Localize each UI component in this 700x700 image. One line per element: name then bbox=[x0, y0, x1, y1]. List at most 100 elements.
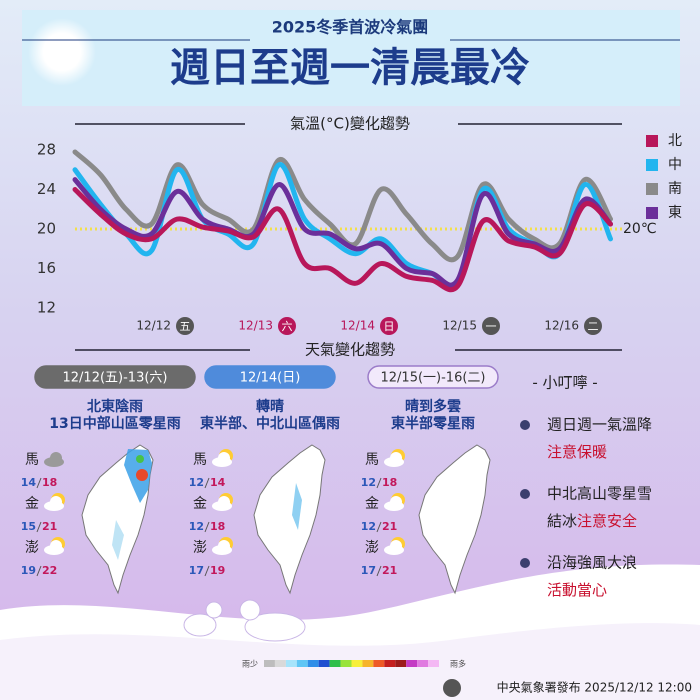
station-high: 19 bbox=[210, 564, 225, 577]
station-low: 15 bbox=[21, 520, 36, 533]
summary-line: 晴到多雲 bbox=[405, 398, 461, 415]
station-name: 馬 bbox=[193, 452, 207, 468]
summary-line: 北東陰雨 bbox=[87, 398, 143, 415]
taiwan-map bbox=[418, 444, 491, 595]
summary-line: 轉晴 bbox=[256, 398, 284, 415]
weather-icon-cloud bbox=[384, 540, 404, 555]
legend-swatch bbox=[646, 183, 658, 195]
tip-bullet bbox=[520, 420, 530, 430]
station-low: 12 bbox=[361, 476, 376, 489]
rain-scale-swatch bbox=[395, 660, 407, 667]
legend-label: 東 bbox=[668, 205, 682, 221]
summary-line: 13日中部山區零星雨 bbox=[49, 415, 180, 432]
weather-icon-cloud bbox=[44, 452, 64, 467]
rain-area bbox=[136, 455, 144, 463]
weekday-label: 日 bbox=[384, 320, 395, 333]
tip-note-line: 注意保暖 bbox=[547, 443, 607, 461]
tip-text: 沿海強風大浪 bbox=[547, 554, 637, 572]
tip-bullet bbox=[520, 558, 530, 568]
rain-scale-swatch bbox=[384, 660, 396, 667]
station-name: 澎 bbox=[365, 540, 379, 556]
taiwan-map bbox=[253, 444, 326, 595]
weather-icon-cloud bbox=[44, 496, 64, 511]
header-box bbox=[22, 10, 680, 106]
x-tick-label: 12/13 bbox=[238, 319, 273, 333]
slash bbox=[36, 477, 42, 489]
slash bbox=[204, 477, 210, 489]
station-name: 馬 bbox=[365, 452, 379, 468]
cloud-part bbox=[50, 452, 62, 464]
station-name: 澎 bbox=[193, 540, 207, 556]
legend-swatch bbox=[646, 135, 658, 147]
tip-bullet bbox=[520, 489, 530, 499]
legend-label: 中 bbox=[668, 157, 682, 173]
slash bbox=[204, 521, 210, 533]
x-tick-label: 12/16 bbox=[544, 319, 579, 333]
station-low: 17 bbox=[361, 564, 376, 577]
station-low: 19 bbox=[21, 564, 36, 577]
period-pill bbox=[34, 365, 196, 389]
tips-title: - 小叮嚀 - bbox=[532, 374, 597, 392]
station-low: 12 bbox=[189, 520, 204, 533]
rain-scale-swatch bbox=[318, 660, 330, 667]
tip-note-line: 活動當心 bbox=[547, 581, 607, 599]
rain-scale-swatch bbox=[285, 660, 297, 667]
tip-text: 週日週一氣溫降 bbox=[547, 416, 652, 434]
weather-icon-cloud bbox=[212, 452, 232, 467]
weekday-badge bbox=[482, 317, 500, 335]
header-subtitle: 2025冬季首波冷氣團 bbox=[272, 18, 429, 37]
tip-note: 活動當心 bbox=[547, 581, 607, 599]
weather-icon-cloud bbox=[212, 496, 232, 511]
x-tick-label: 12/12 bbox=[136, 319, 171, 333]
agency-logo bbox=[443, 679, 461, 697]
period-label: 12/12(五)-13(六) bbox=[63, 371, 168, 386]
footer: 中央氣象署發布 2025/12/12 12:00 bbox=[497, 680, 692, 695]
weather-icon-cloud bbox=[384, 452, 404, 467]
weather-icon-cloud bbox=[44, 540, 64, 555]
legend-label: 南 bbox=[668, 181, 682, 197]
tip-note-prefix: 結冰 bbox=[547, 512, 577, 530]
station-low: 14 bbox=[21, 476, 37, 489]
rain-scale-swatch bbox=[307, 660, 319, 667]
section-title: 天氣變化趨勢 bbox=[305, 341, 395, 359]
station-low: 12 bbox=[361, 520, 376, 533]
rain-area bbox=[136, 469, 148, 481]
cloud-part bbox=[50, 540, 62, 552]
rain-area bbox=[292, 483, 302, 530]
weekday-label: 二 bbox=[588, 320, 599, 333]
rain-area bbox=[112, 520, 124, 560]
legend-swatch bbox=[646, 207, 658, 219]
y-tick-label: 20 bbox=[37, 220, 56, 238]
rain-scale-swatch bbox=[406, 660, 418, 667]
y-tick-label: 24 bbox=[37, 180, 56, 198]
x-tick-label: 12/14 bbox=[340, 319, 375, 333]
station-high: 18 bbox=[210, 520, 225, 533]
legend-label: 北 bbox=[668, 133, 682, 149]
cloud-part bbox=[218, 452, 230, 464]
station-name: 馬 bbox=[25, 452, 39, 468]
period-label: 12/15(一)-16(二) bbox=[381, 371, 486, 386]
cloud-part bbox=[390, 452, 402, 464]
snow-animals bbox=[183, 599, 306, 642]
station-low: 17 bbox=[189, 564, 204, 577]
tip-note: 注意安全 bbox=[577, 512, 637, 530]
slash bbox=[376, 477, 382, 489]
weather-icon-cloud bbox=[212, 540, 232, 555]
series-line bbox=[72, 187, 613, 293]
tip-note: 注意保暖 bbox=[547, 443, 607, 461]
station-high: 21 bbox=[42, 520, 57, 533]
sun bbox=[28, 18, 96, 86]
slash bbox=[376, 565, 382, 577]
station-high: 22 bbox=[42, 564, 57, 577]
station-name: 澎 bbox=[25, 540, 39, 556]
slash bbox=[36, 565, 42, 577]
y-tick-label: 12 bbox=[37, 299, 56, 317]
rain-scale-swatch bbox=[329, 660, 341, 667]
cloud-part bbox=[390, 496, 402, 508]
rain-scale-swatch bbox=[340, 660, 352, 667]
cloud-part bbox=[50, 496, 62, 508]
weather-icon-cloud bbox=[384, 496, 404, 511]
cloud-part bbox=[218, 540, 230, 552]
rain-scale-swatch bbox=[428, 660, 439, 667]
